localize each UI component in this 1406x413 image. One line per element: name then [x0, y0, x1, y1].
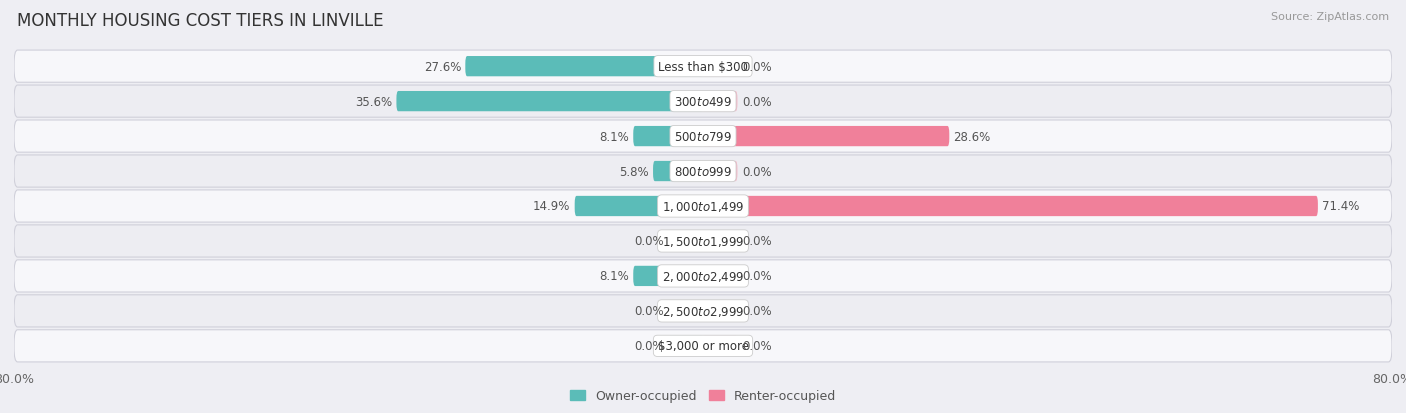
FancyBboxPatch shape — [14, 156, 1392, 188]
FancyBboxPatch shape — [652, 161, 703, 182]
Text: 0.0%: 0.0% — [742, 339, 772, 352]
Text: 0.0%: 0.0% — [742, 235, 772, 248]
Legend: Owner-occupied, Renter-occupied: Owner-occupied, Renter-occupied — [565, 385, 841, 408]
Text: 0.0%: 0.0% — [742, 165, 772, 178]
FancyBboxPatch shape — [669, 231, 703, 252]
FancyBboxPatch shape — [14, 260, 1392, 292]
Text: 8.1%: 8.1% — [599, 130, 628, 143]
Text: $800 to $999: $800 to $999 — [673, 165, 733, 178]
Text: $2,000 to $2,499: $2,000 to $2,499 — [662, 269, 744, 283]
Text: $3,000 or more: $3,000 or more — [658, 339, 748, 352]
FancyBboxPatch shape — [14, 295, 1392, 327]
Text: $1,000 to $1,499: $1,000 to $1,499 — [662, 199, 744, 214]
Text: Less than $300: Less than $300 — [658, 61, 748, 74]
FancyBboxPatch shape — [14, 86, 1392, 118]
Text: 35.6%: 35.6% — [354, 95, 392, 108]
Text: 0.0%: 0.0% — [634, 305, 664, 318]
FancyBboxPatch shape — [575, 197, 703, 216]
Text: $1,500 to $1,999: $1,500 to $1,999 — [662, 235, 744, 248]
FancyBboxPatch shape — [633, 266, 703, 286]
FancyBboxPatch shape — [14, 225, 1392, 257]
FancyBboxPatch shape — [703, 127, 949, 147]
FancyBboxPatch shape — [703, 336, 738, 356]
Text: Source: ZipAtlas.com: Source: ZipAtlas.com — [1271, 12, 1389, 22]
Text: 0.0%: 0.0% — [742, 270, 772, 283]
FancyBboxPatch shape — [14, 190, 1392, 223]
Text: 0.0%: 0.0% — [742, 61, 772, 74]
Text: 0.0%: 0.0% — [742, 95, 772, 108]
FancyBboxPatch shape — [703, 197, 1317, 216]
Text: 5.8%: 5.8% — [619, 165, 648, 178]
FancyBboxPatch shape — [703, 57, 738, 77]
Text: 28.6%: 28.6% — [953, 130, 991, 143]
Text: $2,500 to $2,999: $2,500 to $2,999 — [662, 304, 744, 318]
FancyBboxPatch shape — [633, 127, 703, 147]
FancyBboxPatch shape — [703, 231, 738, 252]
FancyBboxPatch shape — [669, 336, 703, 356]
Text: 0.0%: 0.0% — [634, 235, 664, 248]
FancyBboxPatch shape — [703, 266, 738, 286]
FancyBboxPatch shape — [14, 121, 1392, 153]
FancyBboxPatch shape — [669, 301, 703, 321]
FancyBboxPatch shape — [703, 161, 738, 182]
FancyBboxPatch shape — [703, 92, 738, 112]
Text: $300 to $499: $300 to $499 — [673, 95, 733, 108]
FancyBboxPatch shape — [14, 330, 1392, 362]
Text: $500 to $799: $500 to $799 — [673, 130, 733, 143]
Text: 27.6%: 27.6% — [423, 61, 461, 74]
Text: 0.0%: 0.0% — [634, 339, 664, 352]
Text: 0.0%: 0.0% — [742, 305, 772, 318]
FancyBboxPatch shape — [703, 301, 738, 321]
Text: MONTHLY HOUSING COST TIERS IN LINVILLE: MONTHLY HOUSING COST TIERS IN LINVILLE — [17, 12, 384, 30]
FancyBboxPatch shape — [396, 92, 703, 112]
FancyBboxPatch shape — [465, 57, 703, 77]
Text: 14.9%: 14.9% — [533, 200, 571, 213]
Text: 8.1%: 8.1% — [599, 270, 628, 283]
FancyBboxPatch shape — [14, 51, 1392, 83]
Text: 71.4%: 71.4% — [1322, 200, 1360, 213]
